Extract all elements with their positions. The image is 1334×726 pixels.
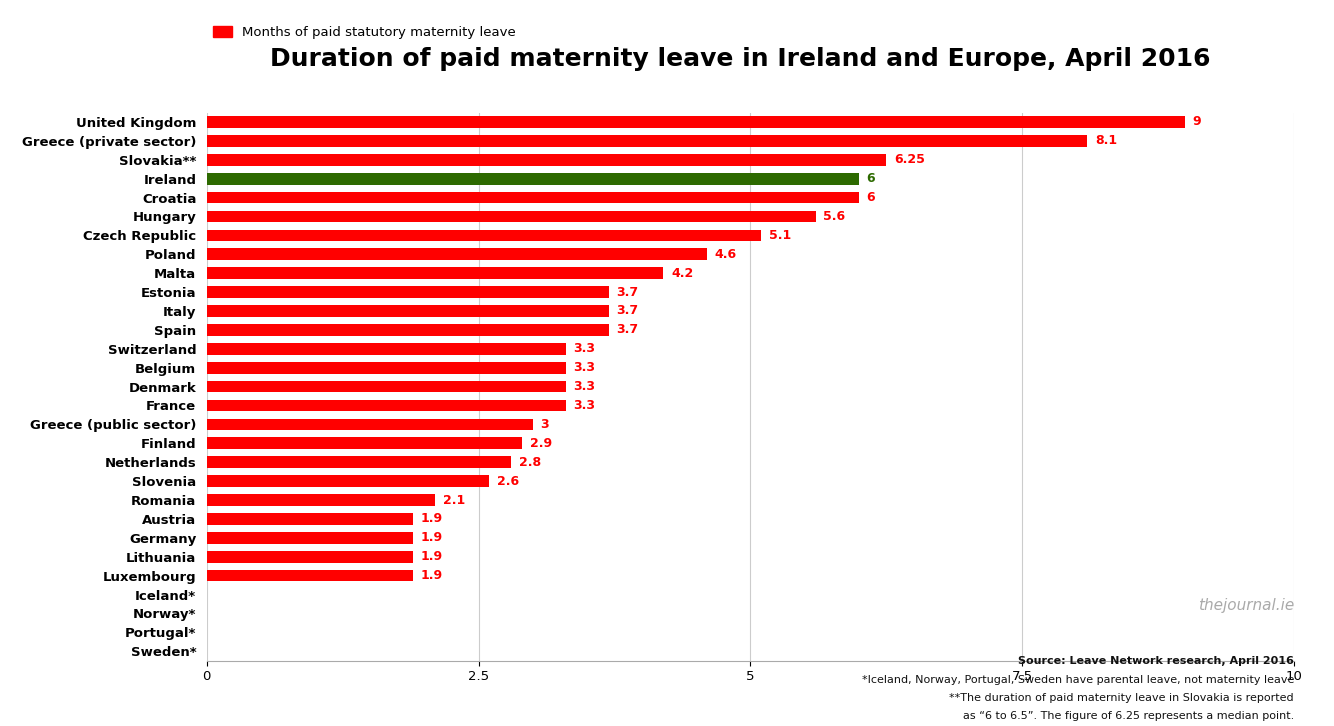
Text: 2.6: 2.6	[498, 475, 519, 488]
Bar	[207, 476, 490, 487]
Bar	[207, 324, 610, 335]
Text: 2.1: 2.1	[443, 494, 466, 507]
Text: Duration of paid maternity leave in Ireland and Europe, April 2016: Duration of paid maternity leave in Irel…	[269, 47, 1211, 71]
Text: 3.7: 3.7	[616, 323, 639, 336]
Bar	[207, 192, 859, 203]
Bar	[207, 343, 566, 355]
Text: as “6 to 6.5”. The figure of 6.25 represents a median point.: as “6 to 6.5”. The figure of 6.25 repres…	[963, 711, 1294, 721]
Bar	[207, 135, 1087, 147]
Text: 3.7: 3.7	[616, 304, 639, 317]
Bar	[207, 532, 414, 544]
Text: 1.9: 1.9	[422, 513, 443, 526]
Text: 3.3: 3.3	[574, 399, 595, 412]
Text: 6.25: 6.25	[894, 153, 924, 166]
Bar	[207, 438, 522, 449]
Text: 4.6: 4.6	[715, 248, 736, 261]
Bar	[207, 380, 566, 393]
Bar	[207, 211, 815, 222]
Text: 3: 3	[540, 418, 550, 431]
Text: 2.9: 2.9	[530, 437, 552, 450]
Text: 2.8: 2.8	[519, 456, 540, 469]
Text: **The duration of paid maternity leave in Slovakia is reported: **The duration of paid maternity leave i…	[950, 693, 1294, 703]
Text: 4.2: 4.2	[671, 266, 694, 280]
Text: thejournal.ie: thejournal.ie	[1198, 598, 1294, 613]
Text: 8.1: 8.1	[1095, 134, 1117, 147]
Bar	[207, 173, 859, 184]
Text: *Iceland, Norway, Portugal, Sweden have parental leave, not maternity leave: *Iceland, Norway, Portugal, Sweden have …	[862, 674, 1294, 685]
Bar	[207, 551, 414, 563]
Bar	[207, 229, 762, 241]
Bar	[207, 267, 663, 279]
Bar	[207, 305, 610, 317]
Text: 1.9: 1.9	[422, 569, 443, 582]
Text: 6: 6	[867, 191, 875, 204]
Text: 3.7: 3.7	[616, 285, 639, 298]
Text: 3.3: 3.3	[574, 380, 595, 393]
Text: 5.1: 5.1	[768, 229, 791, 242]
Text: Source: Leave Network research, April 2016: Source: Leave Network research, April 20…	[1018, 656, 1294, 666]
Text: 9: 9	[1193, 115, 1202, 129]
Text: 3.3: 3.3	[574, 362, 595, 374]
Bar	[207, 418, 532, 431]
Text: 1.9: 1.9	[422, 550, 443, 563]
Bar	[207, 399, 566, 412]
Text: 6: 6	[867, 172, 875, 185]
Bar	[207, 570, 414, 582]
Bar	[207, 154, 886, 166]
Bar	[207, 248, 707, 260]
Bar	[207, 362, 566, 374]
Bar	[207, 286, 610, 298]
Text: 5.6: 5.6	[823, 210, 846, 223]
Bar	[207, 513, 414, 525]
Bar	[207, 457, 511, 468]
Text: 3.3: 3.3	[574, 342, 595, 355]
Legend: Months of paid statutory maternity leave: Months of paid statutory maternity leave	[213, 26, 516, 39]
Bar	[207, 116, 1185, 128]
Text: 1.9: 1.9	[422, 531, 443, 544]
Bar	[207, 494, 435, 506]
